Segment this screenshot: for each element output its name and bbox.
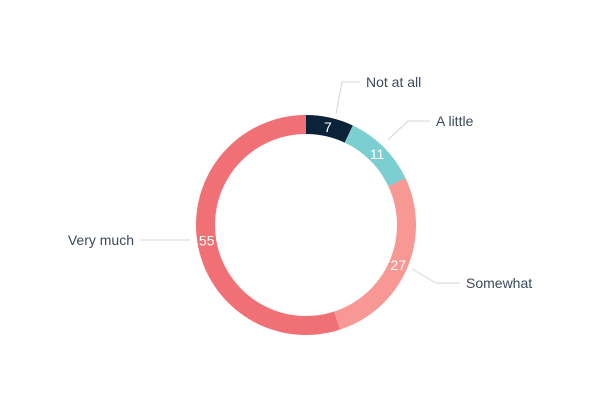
slice-value-somewhat: 27	[390, 257, 406, 273]
category-label-not-at-all: Not at all	[366, 74, 421, 90]
slices-layer	[195, 115, 416, 336]
slice-a-little	[344, 125, 406, 187]
slice-value-a-little: 11	[370, 146, 385, 162]
slice-value-not-at-all: 7	[324, 119, 332, 135]
slice-value-very-much: 55	[199, 233, 215, 249]
category-label-very-much: Very much	[68, 232, 134, 248]
category-label-a-little: A little	[436, 113, 474, 129]
leader-lines-layer	[140, 81, 460, 284]
leader-line-somewhat	[411, 268, 460, 284]
leader-line-a-little	[387, 120, 430, 141]
category-label-somewhat: Somewhat	[466, 275, 532, 291]
labels-layer: 7 Not at all 11 A little 27 Somewhat 55 Very mu…	[68, 74, 532, 291]
leader-line-not-at-all	[335, 81, 360, 115]
slice-very-much	[195, 115, 340, 336]
slice-somewhat	[334, 178, 416, 330]
slice-not-at-all	[306, 115, 353, 143]
